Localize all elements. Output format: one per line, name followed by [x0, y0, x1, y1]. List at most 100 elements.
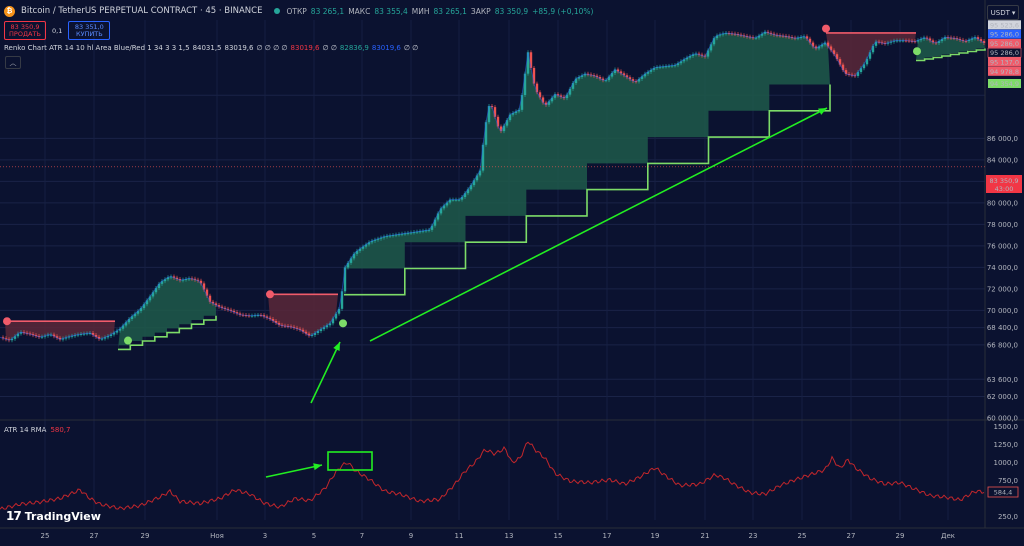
- candle-body: [712, 38, 716, 45]
- currency-selector[interactable]: USDT ▾: [987, 5, 1019, 20]
- candle-body: [721, 33, 725, 35]
- time-tick-label: 25: [798, 532, 807, 540]
- time-tick-label: Ноя: [210, 532, 224, 540]
- buy-trailing-stop: [118, 315, 217, 351]
- candle-body: [529, 52, 533, 68]
- candle-body: [400, 233, 404, 235]
- buy-signal-arrow: [310, 341, 341, 404]
- candle-body: [130, 316, 134, 320]
- candle-body: [508, 114, 512, 121]
- collapse-legend-button[interactable]: ︿: [5, 56, 21, 69]
- price-pane[interactable]: [0, 24, 986, 351]
- sell-signal-marker[interactable]: [3, 317, 11, 326]
- time-tick-label: 17: [603, 532, 612, 540]
- buy-signal-marker[interactable]: [339, 319, 347, 328]
- buy-trailing-stop: [916, 48, 986, 62]
- candle-body: [295, 327, 299, 329]
- candle-body: [862, 64, 866, 69]
- candle-body: [40, 336, 44, 338]
- candle-body: [169, 276, 173, 278]
- candle-body: [19, 332, 23, 334]
- candle-body: [97, 336, 101, 339]
- atr-tick-label: 1250,0: [994, 441, 1019, 449]
- indicator-name[interactable]: Renko Chart ATR 14 10 hl Area Blue/Red 1…: [4, 44, 190, 52]
- price-tick-label: 76 000,0: [987, 242, 1018, 250]
- candle-body: [151, 292, 155, 297]
- buy-signal-marker[interactable]: [913, 47, 921, 56]
- candle-body: [523, 73, 527, 96]
- candle-body: [556, 94, 560, 96]
- candle-body: [649, 69, 653, 72]
- sell-cloud: [5, 321, 115, 341]
- candle-body: [826, 42, 830, 47]
- candle-body: [532, 67, 536, 84]
- sell-signal-marker[interactable]: [266, 290, 274, 299]
- candle-body: [274, 320, 278, 323]
- candle-body: [61, 338, 65, 340]
- candle-body: [622, 73, 626, 76]
- indicator-value: 84031,5: [192, 44, 222, 52]
- candle-body: [961, 39, 965, 41]
- candle-body: [931, 40, 935, 43]
- candle-body: [70, 335, 74, 337]
- price-label-text: 95 286,0: [990, 31, 1019, 39]
- candle-body: [292, 326, 296, 328]
- candle-body: [223, 307, 227, 309]
- candle-body: [316, 331, 320, 334]
- candle-body: [901, 40, 905, 42]
- symbol-title[interactable]: Bitcoin / TetherUS PERPETUAL CONTRACT · …: [21, 6, 263, 16]
- candle-body: [31, 334, 35, 336]
- candle-body: [763, 31, 767, 34]
- candle-body: [922, 37, 926, 39]
- trade-buttons: 83 350,9 ПРОДАТЬ 0,1 83 351,0 КУПИТЬ: [4, 21, 111, 40]
- candle-body: [868, 52, 872, 59]
- candle-body: [58, 337, 62, 340]
- candle-body: [640, 76, 644, 79]
- candle-body: [895, 40, 899, 42]
- time-tick-label: 13: [505, 532, 514, 540]
- candle-body: [364, 244, 368, 247]
- candle-body: [439, 208, 443, 214]
- price-axis[interactable]: 60 000,0 62 000,0 63 600,0 66 800,0 68 400,0…: [986, 11, 1022, 521]
- candle-body: [631, 79, 635, 82]
- candle-body: [475, 175, 479, 181]
- sell-signal-marker[interactable]: [822, 24, 830, 33]
- time-tick-label: 19: [651, 532, 660, 540]
- candle-body: [331, 318, 335, 324]
- price-label-text: 95 137,0: [990, 59, 1019, 67]
- candle-body: [43, 335, 47, 337]
- price-label-badge: [988, 66, 1021, 76]
- candle-body: [646, 71, 650, 74]
- time-tick-label: 27: [847, 532, 856, 540]
- atr-tick-label: 250,0: [998, 513, 1018, 521]
- time-axis[interactable]: 25 27 29 Ноя 3 5 7 9 11 13 15 17 19 21 23 25 27 29 Дек: [0, 527, 1024, 540]
- candle-body: [676, 63, 680, 66]
- price-tick-label: 70 000,0: [987, 307, 1018, 315]
- buy-signal-marker[interactable]: [124, 336, 132, 345]
- candle-body: [457, 199, 461, 201]
- candle-body: [52, 334, 56, 337]
- candle-body: [313, 333, 317, 335]
- candle-body: [388, 235, 392, 237]
- candle-body: [685, 57, 689, 60]
- time-tick-label: 29: [896, 532, 905, 540]
- atr-pane[interactable]: [0, 441, 985, 511]
- candle-body: [706, 50, 710, 57]
- candle-body: [679, 61, 683, 64]
- candle-body: [4, 338, 8, 340]
- atr-legend[interactable]: ATR 14 RMA 580,7: [4, 426, 70, 434]
- price-label-badge: [988, 29, 1021, 39]
- indicator-legend[interactable]: Renko Chart ATR 14 10 hl Area Blue/Red 1…: [4, 44, 418, 52]
- high-value: 83 355,4: [374, 6, 408, 16]
- candle-body: [688, 56, 692, 58]
- candle-body: [16, 333, 20, 337]
- candle-body: [613, 69, 617, 74]
- candle-body: [982, 41, 986, 44]
- candle-body: [412, 232, 416, 234]
- sell-button[interactable]: 83 350,9 ПРОДАТЬ: [4, 21, 46, 40]
- buy-button[interactable]: 83 351,0 КУПИТЬ: [68, 21, 111, 40]
- candle-body: [343, 267, 347, 292]
- candle-body: [358, 248, 362, 251]
- candle-body: [121, 325, 125, 329]
